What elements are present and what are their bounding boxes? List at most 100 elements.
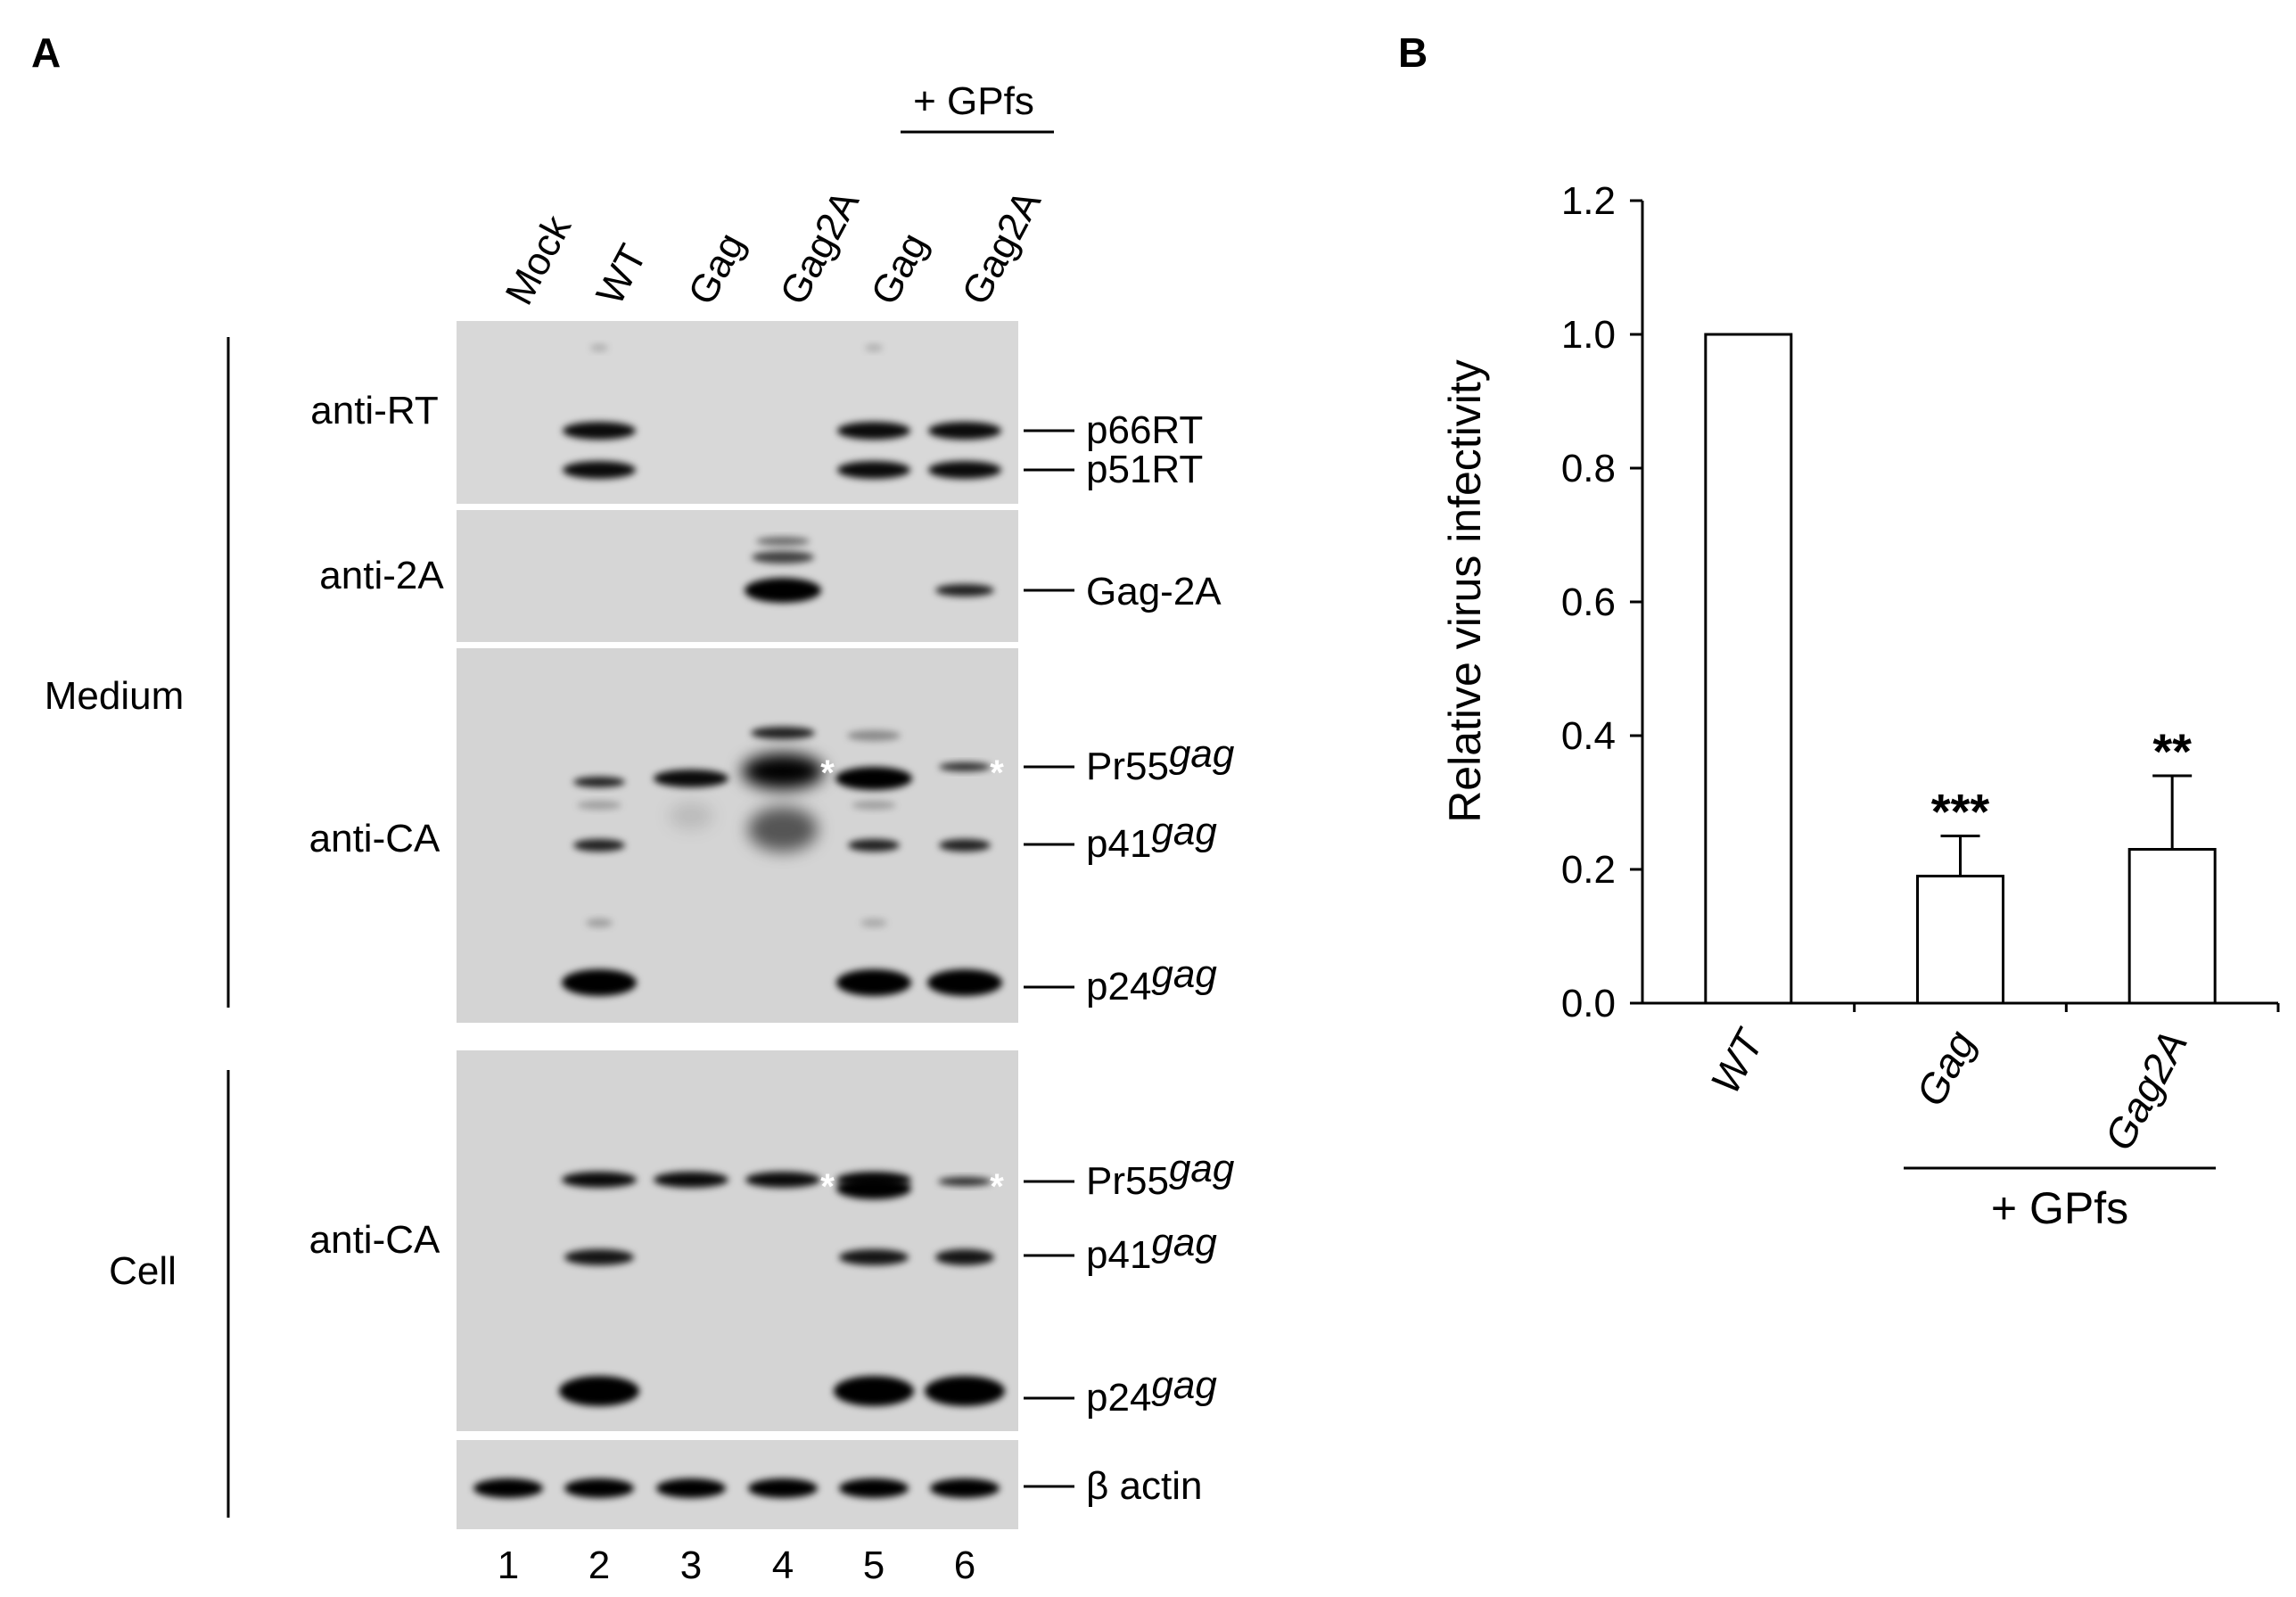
band-p66rt: [837, 422, 910, 440]
y-axis-label: Relative virus infectivity: [1440, 359, 1490, 823]
blot-ca-medium: [457, 648, 1018, 1023]
marker-p41gag-cell: p41gag: [1086, 1221, 1217, 1277]
band-p41-medium: [573, 839, 625, 852]
band-pr55-medium: [742, 753, 824, 789]
marker-pr55gag-medium: Pr55gag: [1086, 732, 1235, 788]
marker-beta-actin: β actin: [1086, 1464, 1202, 1508]
lane-name-6: Gag2A: [954, 183, 1050, 312]
blot-bands: [473, 344, 1005, 1498]
band-beta-actin: [564, 1478, 634, 1498]
band-p41-cell: [839, 1249, 909, 1265]
band-gag2a-upper2: [756, 537, 810, 546]
marker-lines: [1024, 429, 1074, 1488]
lane-number-2: 2: [588, 1543, 610, 1587]
band-beta-actin: [656, 1478, 726, 1498]
y-tick-label: 0.4: [1561, 714, 1616, 758]
band-p41-medium-faint: [852, 801, 896, 810]
lane-name-3: Gag: [680, 226, 753, 311]
band-pr55-cell: [654, 1172, 728, 1188]
band-beta-actin: [839, 1478, 909, 1498]
band-p51rt: [928, 461, 1001, 479]
band-p24-medium: [927, 969, 1002, 996]
blot-actin: [457, 1440, 1018, 1529]
y-tick-label: 1.0: [1561, 313, 1616, 357]
marker-p41gag-medium: p41gag: [1086, 810, 1217, 866]
lane-number-1: 1: [498, 1543, 519, 1587]
x-tick-label-wt: WT: [1701, 1021, 1773, 1101]
band-p41-medium-faint: [577, 801, 621, 810]
band-p66rt: [928, 422, 1001, 440]
panel-b-bar-chart: B Relative virus infectivity 0.0 0.2 0.4 0.…: [1398, 29, 2280, 1233]
band-beta-actin: [473, 1478, 543, 1498]
lane-number-4: 4: [772, 1543, 794, 1587]
marker-p24gag-cell: p24gag: [1086, 1363, 1217, 1420]
lane-numbers: 1 2 3 4 5 6: [498, 1543, 975, 1587]
y-tick-label: 1.2: [1561, 179, 1616, 223]
panel-a-label: A: [31, 29, 61, 76]
band-p41-medium: [939, 839, 991, 852]
blot-rt: [457, 321, 1018, 504]
asterisk-medium-lane6: *: [990, 753, 1004, 793]
antibody-label-ca-cell: anti-CA: [309, 1218, 440, 1262]
lane-number-3: 3: [680, 1543, 702, 1587]
bar-gag2a: [2127, 848, 2217, 1005]
significance-label: ***: [1931, 784, 1990, 840]
band-pr55-medium: [939, 762, 991, 771]
band-pr55-medium-upper: [751, 727, 815, 739]
antibody-label-rt: anti-RT: [310, 389, 438, 432]
significance-label: **: [2152, 723, 2192, 779]
band-pr55-cell: [562, 1172, 637, 1188]
y-tick-label: 0.0: [1561, 982, 1616, 1025]
lane-name-2: WT: [588, 237, 655, 311]
band-pr55-medium-smear: [847, 730, 901, 741]
band-rt-faint: [590, 344, 608, 351]
band-p24-cell: [925, 1376, 1005, 1406]
marker-p24gag-medium: p24gag: [1086, 952, 1217, 1008]
band-beta-actin: [930, 1478, 1000, 1498]
band-pr55-cell-wide: [836, 1178, 911, 1199]
band-faint: [586, 918, 613, 927]
group-label-medium: Medium: [45, 674, 185, 718]
lane-name-4: Gag2A: [772, 183, 868, 312]
band-pr55-medium: [573, 777, 625, 787]
band-pr55-cell: [938, 1177, 992, 1186]
bar-wt: [1704, 333, 1793, 1005]
band-p24-medium: [562, 969, 637, 996]
band-p24-cell: [559, 1376, 639, 1406]
panel-b-label: B: [1398, 29, 1428, 76]
asterisk-medium-lane4: *: [820, 753, 835, 793]
lane-number-5: 5: [863, 1543, 885, 1587]
y-tick-label: 0.8: [1561, 447, 1616, 490]
chart-area: 0.0 0.2 0.4 0.6 0.8 1.0 1.2 WT *** Gag ** Gag2A: [1561, 179, 2280, 1157]
marker-p66rt: p66RT: [1086, 408, 1203, 452]
asterisk-cell-lane6: *: [990, 1167, 1004, 1206]
band-p51rt: [563, 461, 636, 479]
gpfs-bracket-label: + GPfs: [1991, 1183, 2128, 1233]
band-p41-cell: [935, 1249, 994, 1265]
band-faint: [860, 918, 887, 927]
band-p24-cell: [834, 1376, 914, 1406]
blot-ca-cell: [457, 1050, 1018, 1431]
gpfs-header-label: + GPfs: [913, 79, 1034, 123]
band-p41-cell: [564, 1249, 634, 1265]
band-p41-medium: [848, 839, 900, 852]
y-tick-label: 0.2: [1561, 848, 1616, 892]
band-rt-faint: [865, 344, 883, 351]
band-gag2a-upper: [752, 551, 814, 564]
band-gag2a: [935, 584, 994, 597]
y-tick-label: 0.6: [1561, 580, 1616, 624]
band-beta-actin: [748, 1478, 818, 1498]
marker-p51rt: p51RT: [1086, 448, 1203, 491]
blot-2a: [457, 510, 1018, 642]
antibody-label-ca-medium: anti-CA: [309, 817, 440, 860]
asterisk-cell-lane4: *: [820, 1167, 835, 1206]
band-p66rt: [563, 422, 636, 440]
lane-name-5: Gag: [863, 226, 936, 311]
band-pr55-medium-smear: [748, 807, 818, 852]
lane-name-1: Mock: [498, 208, 580, 312]
lane-number-6: 6: [954, 1543, 975, 1587]
band-pr55-medium: [835, 767, 912, 790]
band-gag2a: [745, 578, 821, 603]
